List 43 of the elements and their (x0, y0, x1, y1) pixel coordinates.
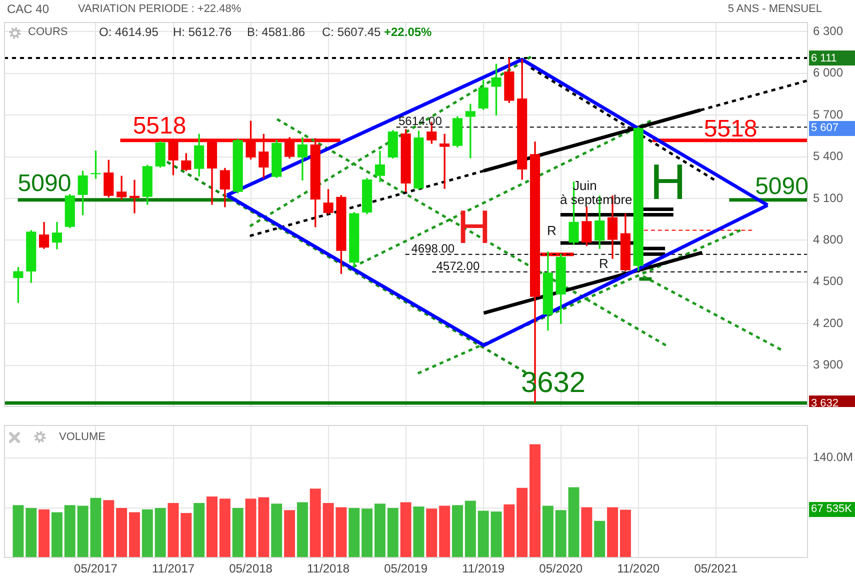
annotation: H (457, 200, 491, 253)
chart-title: CAC 40 (7, 2, 50, 16)
x-tick-label: 11/2018 (307, 562, 350, 576)
x-tick-label: 05/2018 (229, 562, 273, 576)
y-tick-label: 140.0M (813, 450, 854, 464)
annotation: 5518 (132, 112, 186, 140)
y-tick-label: 3 900 (813, 358, 844, 372)
chart-subtitle: VARIATION PERIODE : +22.48% (78, 3, 242, 15)
annotation: R (547, 223, 556, 238)
annotation: COURS (28, 26, 68, 38)
annotation: 5090 (18, 170, 72, 197)
annotation: 4572.00 (436, 258, 480, 273)
x-tick-label: 11/2017 (152, 562, 195, 576)
annotation: H (650, 154, 686, 210)
annotation: R (599, 256, 608, 271)
y-tick-label: 5 700 (813, 107, 844, 122)
x-tick-label: 05/2017 (74, 562, 118, 576)
x-tick-label: 05/2020 (539, 562, 583, 576)
y-tick-label: 6 300 (813, 24, 844, 38)
annotation: 5518 (704, 115, 758, 142)
annotation: O: 4614.95 (99, 25, 158, 39)
x-tick-label: 11/2019 (462, 562, 505, 576)
text: 5 ANS - MENSUEL (728, 3, 822, 15)
ref-line-label: 6 111 (811, 52, 837, 65)
annotation: B: 4581.86 (247, 25, 306, 39)
annotation: 4698.00 (411, 241, 455, 256)
ref-line-label: 3 632 (811, 398, 839, 410)
y-tick-label: 6 000 (813, 66, 844, 80)
y-tick-label: 4 500 (813, 274, 844, 288)
text: VOLUME (59, 431, 106, 443)
y-tick-label: 5 100 (813, 190, 844, 205)
x-tick-label: 11/2020 (617, 562, 660, 576)
annotation: H: 5612.76 (173, 25, 232, 39)
y-tick-label: 4 800 (813, 232, 844, 247)
x-tick-label: 05/2019 (384, 562, 428, 576)
x-tick-label: 05/2021 (694, 562, 738, 576)
annotation: 5090 (755, 172, 808, 200)
y-tick-label: 4 200 (813, 316, 844, 330)
y-tick-label: 5 400 (813, 149, 844, 164)
text: 67 535K (809, 502, 855, 518)
annotation: +22.05% (384, 25, 432, 39)
text: 5 607 (809, 120, 855, 136)
annotation: C: 5607.45 (322, 25, 381, 39)
